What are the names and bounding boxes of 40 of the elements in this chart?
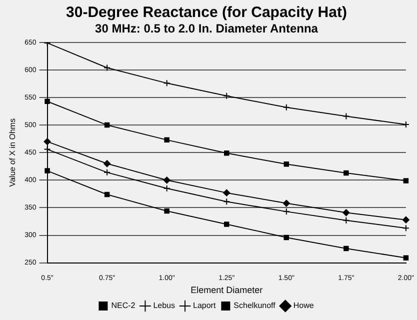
point [163, 80, 170, 87]
legend-label: Laport [193, 301, 216, 310]
x-axis-title: Element Diameter [190, 285, 263, 296]
point [104, 160, 111, 168]
legend-label: Howe [293, 301, 314, 310]
point [344, 246, 349, 252]
point [164, 208, 170, 214]
point [282, 200, 290, 207]
point [282, 208, 290, 216]
point [104, 64, 111, 72]
point [44, 138, 51, 146]
legend-label: Lebus [153, 301, 175, 310]
point [104, 192, 110, 198]
legend-label: Schelkunoff [234, 301, 276, 310]
point [224, 150, 230, 156]
point [344, 170, 349, 176]
point [44, 168, 50, 174]
point [284, 162, 290, 167]
point [284, 234, 290, 240]
point [403, 255, 409, 260]
point [163, 176, 170, 184]
point [223, 189, 230, 196]
chart-title: 30-Degree Reactance (for Capacity Hat) [66, 4, 347, 22]
chart-subtitle: 30 MHz: 0.5 to 2.0 In. Diameter Antenna [95, 22, 318, 36]
point [403, 178, 409, 184]
point [104, 122, 110, 128]
point [224, 222, 230, 227]
point [223, 92, 230, 100]
legend-label: NEC-2 [111, 301, 136, 310]
point [104, 168, 111, 176]
point [342, 209, 350, 216]
point [44, 98, 50, 104]
point [223, 198, 230, 206]
point [402, 216, 410, 224]
point [163, 184, 170, 192]
point [164, 137, 170, 143]
point [342, 216, 350, 224]
point [282, 104, 290, 111]
y-axis-title: Value of X in Ohms [8, 118, 18, 187]
point [342, 112, 350, 120]
